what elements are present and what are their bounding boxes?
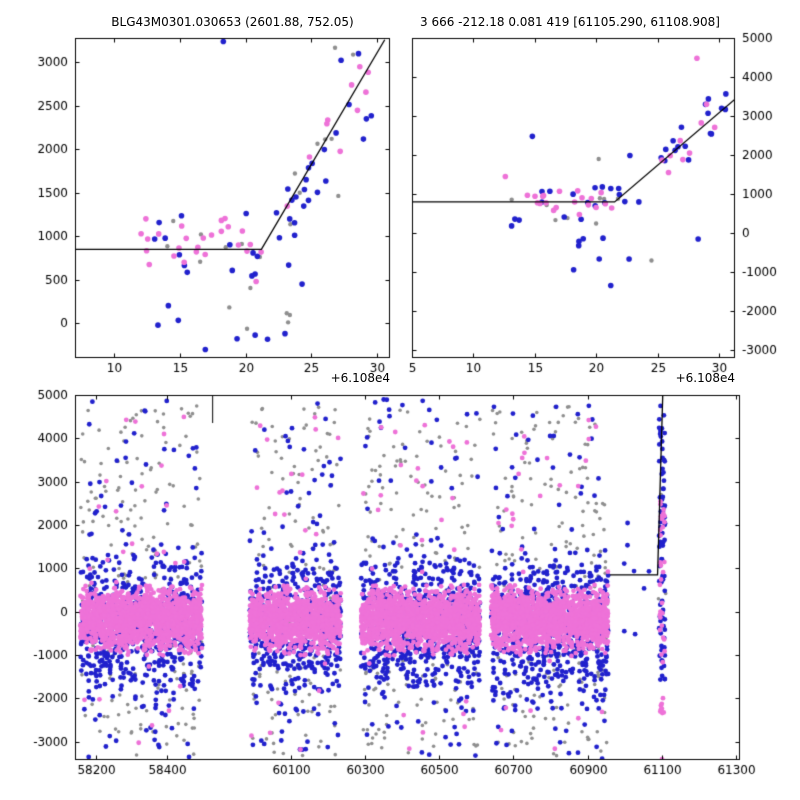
x-axis-offset-label-right: +6.108e4 — [675, 371, 735, 385]
plot-topright-title: 3 666 -212.18 0.081 419 [61105.290, 6110… — [420, 15, 720, 29]
plot-topleft-title: BLG43M0301.030653 (2601.88, 752.05) — [111, 15, 354, 29]
x-axis-offset-label-left: +6.108e4 — [330, 371, 390, 385]
